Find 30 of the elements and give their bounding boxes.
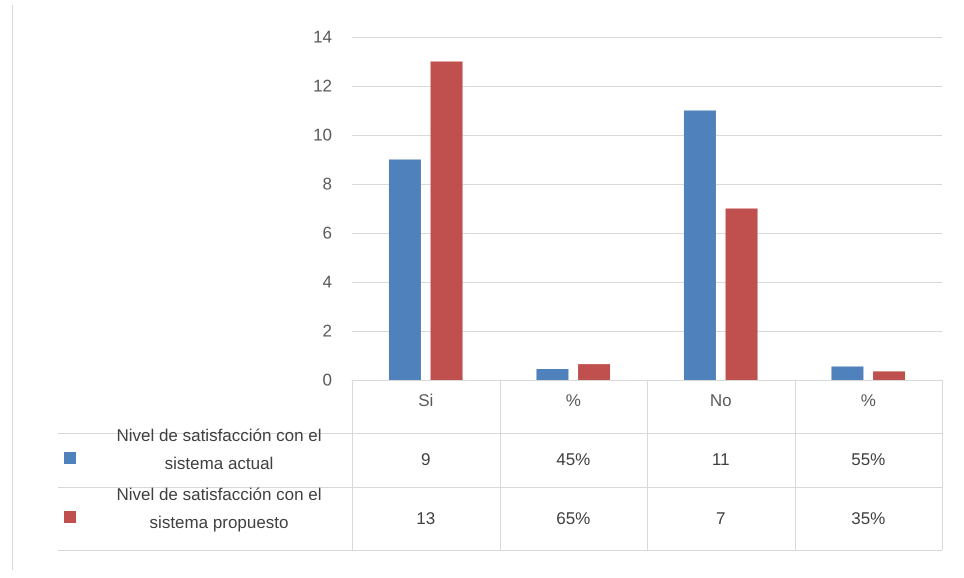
y-tick-label: 10: [313, 126, 332, 144]
data-label: 65%: [555, 508, 592, 530]
y-tick-label: 2: [322, 322, 332, 340]
data-label: 45%: [555, 449, 592, 471]
bar: [536, 368, 568, 380]
data-label: 9: [420, 449, 432, 471]
y-tick-label: 8: [322, 174, 332, 194]
y-tick-label: 12: [313, 76, 332, 96]
x-tick-label: No: [710, 391, 732, 410]
x-tick-label: Si: [418, 391, 434, 410]
x-tick-label: %: [860, 391, 876, 410]
y-tick-label: 0: [322, 370, 332, 390]
legend-label: Nivel de satisfacción con el sistema propuesto: [115, 484, 323, 534]
data-label: 11: [710, 449, 731, 471]
data-label: 35%: [850, 508, 886, 530]
y-tick-label: 4: [322, 272, 332, 292]
bar: [388, 160, 421, 380]
y-tick-label: 14: [313, 28, 332, 46]
bar: [578, 364, 610, 380]
data-label: 13: [415, 508, 436, 530]
y-tick-label: 6: [322, 224, 332, 242]
bar: [873, 371, 906, 380]
bar: [430, 62, 463, 380]
legend-label: Nivel de satisfacción con el sistema actual: [115, 425, 323, 475]
bar: [684, 110, 716, 380]
data-label: 55%: [850, 449, 886, 471]
x-tick-label: %: [566, 391, 581, 410]
bar: [831, 366, 864, 380]
bar: [726, 208, 758, 380]
data-label: 7: [715, 508, 726, 530]
